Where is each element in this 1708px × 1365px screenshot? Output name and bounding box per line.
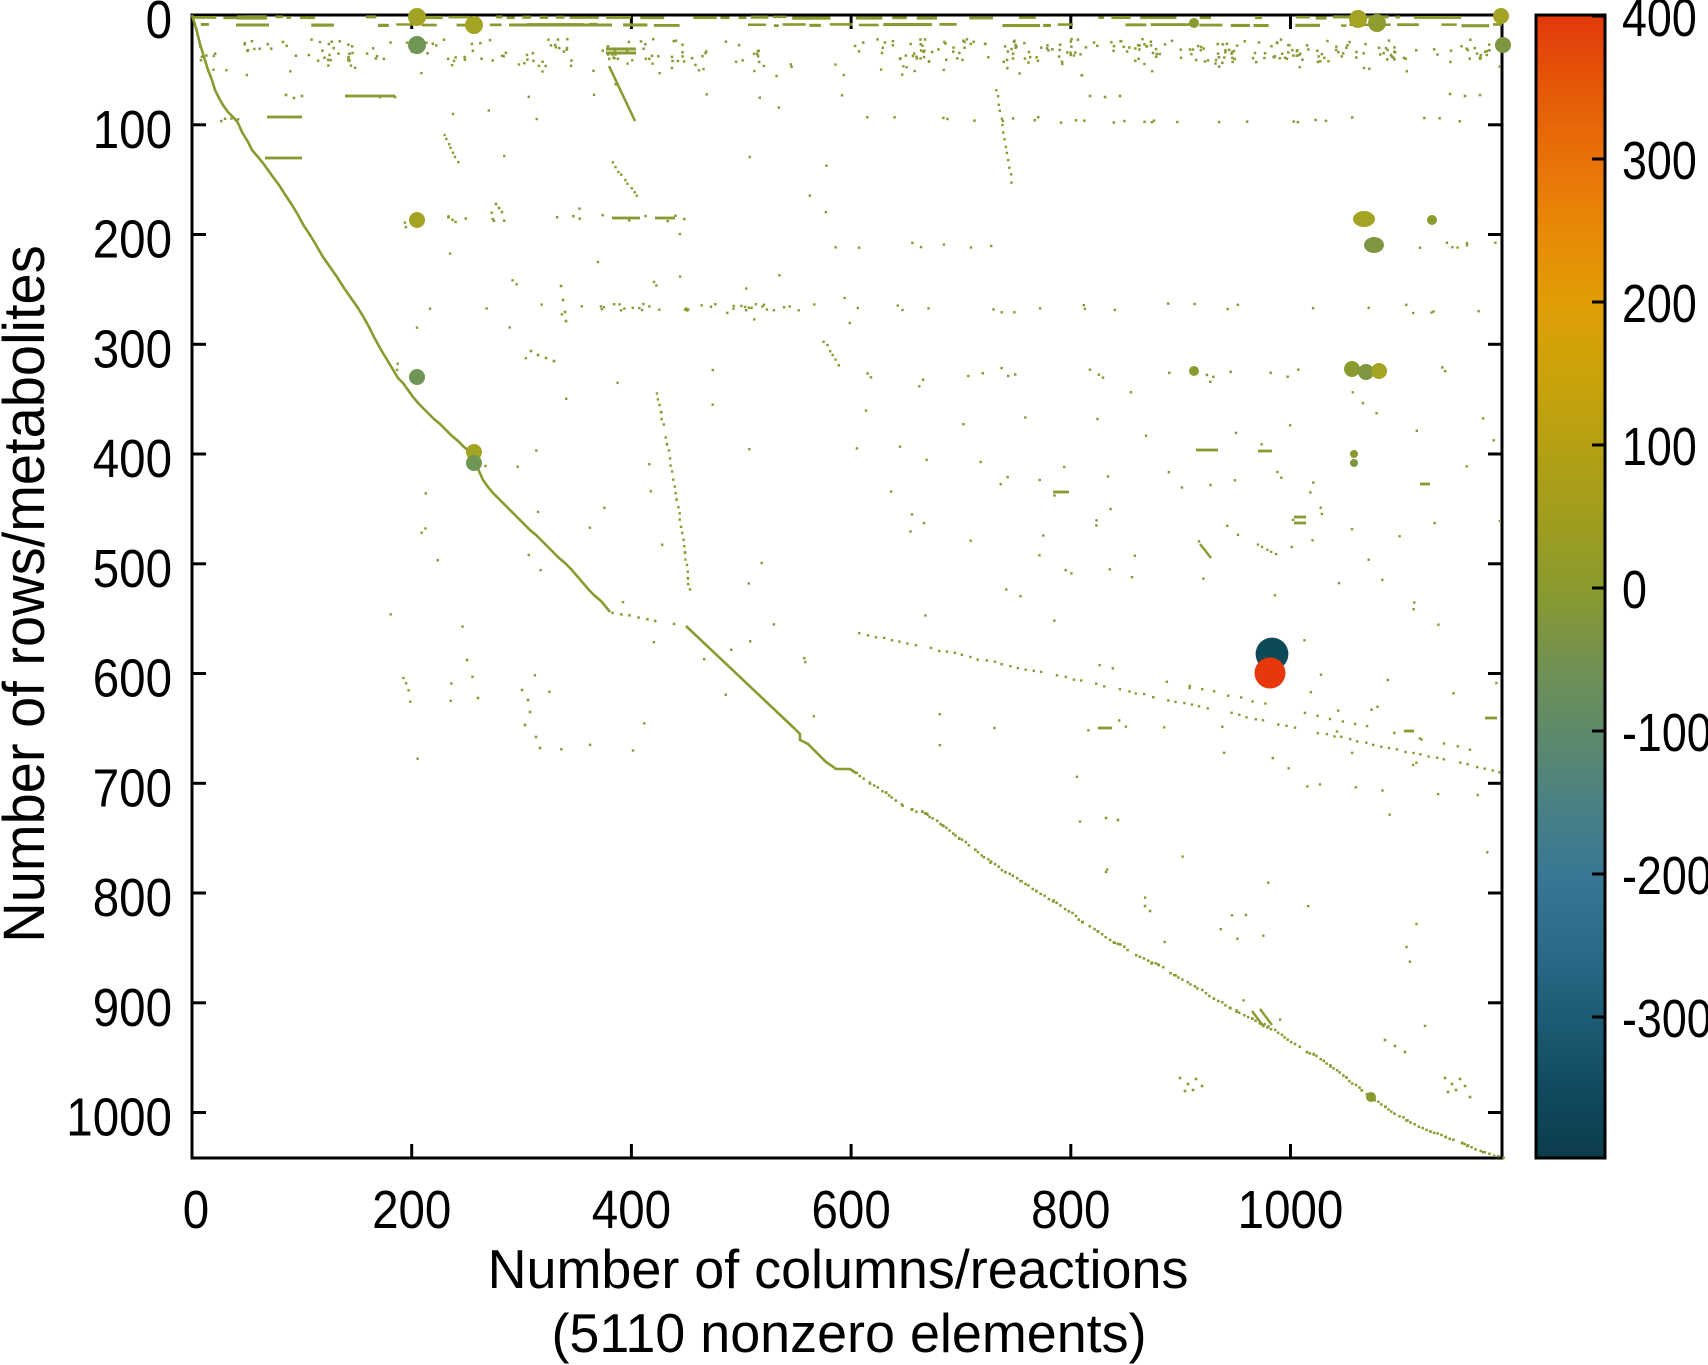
svg-text:-300: -300 (1622, 988, 1708, 1049)
svg-text:1000: 1000 (1238, 1179, 1344, 1240)
svg-text:300: 300 (1622, 130, 1697, 191)
svg-text:600: 600 (811, 1179, 890, 1240)
svg-text:-200: -200 (1622, 845, 1708, 906)
svg-text:0: 0 (183, 1179, 209, 1240)
svg-text:200: 200 (1622, 273, 1697, 334)
svg-text:0: 0 (146, 0, 172, 50)
svg-text:900: 900 (93, 977, 172, 1038)
svg-text:(5110 nonzero elements): (5110 nonzero elements) (551, 1303, 1146, 1365)
svg-text:0: 0 (1622, 559, 1647, 620)
svg-text:Number of rows/metabolites: Number of rows/metabolites (0, 245, 57, 942)
svg-text:700: 700 (93, 757, 172, 818)
svg-text:Number of columns/reactions: Number of columns/reactions (488, 1239, 1189, 1301)
svg-text:300: 300 (93, 318, 172, 379)
svg-text:800: 800 (1031, 1179, 1110, 1240)
svg-text:200: 200 (372, 1179, 451, 1240)
svg-text:100: 100 (1622, 416, 1697, 477)
svg-text:1000: 1000 (66, 1087, 172, 1148)
svg-text:800: 800 (93, 867, 172, 928)
svg-text:100: 100 (93, 99, 172, 160)
svg-text:600: 600 (93, 648, 172, 709)
svg-text:400: 400 (1622, 0, 1697, 48)
svg-text:-100: -100 (1622, 702, 1708, 763)
svg-text:400: 400 (592, 1179, 671, 1240)
svg-text:200: 200 (93, 209, 172, 270)
svg-text:400: 400 (93, 428, 172, 489)
svg-text:500: 500 (93, 538, 172, 599)
